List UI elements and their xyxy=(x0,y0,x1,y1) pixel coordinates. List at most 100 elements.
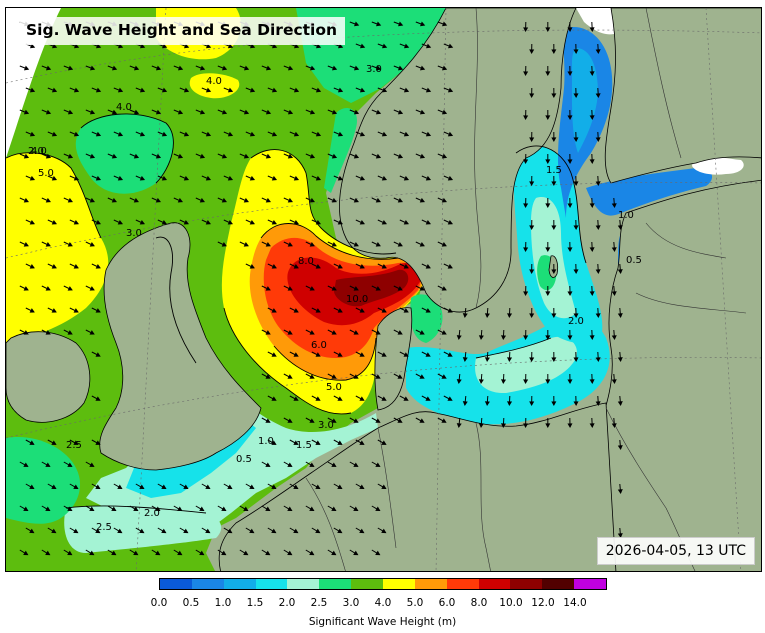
direction-arrow-head xyxy=(567,335,573,341)
direction-arrow-head xyxy=(403,264,409,269)
direction-arrow-head xyxy=(551,181,557,187)
direction-arrow-head xyxy=(293,352,299,357)
direction-arrow-head xyxy=(45,241,51,247)
direction-arrow-head xyxy=(425,87,432,93)
contour-label: 5.0 xyxy=(326,382,342,393)
direction-arrow-head xyxy=(545,335,551,341)
direction-arrow-head xyxy=(73,308,79,313)
contour-label: 3.0 xyxy=(318,420,334,431)
direction-arrow-head xyxy=(89,286,95,291)
direction-arrow-head xyxy=(595,357,601,363)
direction-arrow-head xyxy=(23,65,30,71)
direction-arrow-head xyxy=(309,550,315,556)
direction-arrow-head xyxy=(595,401,601,407)
direction-arrow-head xyxy=(287,109,294,115)
contour-label: 0.5 xyxy=(626,255,642,266)
direction-arrow-head xyxy=(51,308,57,313)
direction-arrow-head xyxy=(529,93,535,99)
direction-arrow-head xyxy=(441,418,447,423)
contour-label-group: 2.0 3.0 4.0 5.0 6.0 8.0 10.0 4.0 5.0 3.0… xyxy=(28,64,642,533)
direction-arrow-head xyxy=(589,115,595,121)
direction-arrow-head xyxy=(359,308,365,313)
direction-arrow-head xyxy=(271,87,278,93)
sea-lightgreen-norway xyxy=(324,108,357,193)
direction-arrow-head xyxy=(249,87,256,93)
sea-lightgreen-channel xyxy=(64,505,222,553)
direction-arrow-head xyxy=(529,181,535,187)
direction-arrow-head xyxy=(381,352,387,357)
direction-arrow-head xyxy=(271,484,277,489)
direction-arrow-head xyxy=(73,528,79,534)
direction-arrow-head xyxy=(111,153,118,159)
direction-arrow-head xyxy=(331,462,337,467)
direction-arrow-head xyxy=(161,175,168,181)
direction-arrow-head xyxy=(523,27,529,33)
direction-arrow-head xyxy=(545,27,551,33)
direction-arrow-head xyxy=(205,131,212,137)
direction-arrow-head xyxy=(265,286,271,291)
direction-arrow-head xyxy=(425,175,432,181)
direction-arrow-head xyxy=(23,197,29,203)
direction-arrow-head xyxy=(51,528,57,534)
direction-arrow-head xyxy=(155,153,162,159)
direction-arrow-head xyxy=(51,131,58,137)
direction-arrow-head xyxy=(73,43,80,49)
sea-green-sw xyxy=(6,437,81,524)
direction-arrow-head xyxy=(205,87,212,93)
direction-arrow-head xyxy=(551,269,557,275)
direction-arrow-head xyxy=(161,528,167,534)
direction-arrow-head xyxy=(315,440,321,445)
direction-arrow-head xyxy=(73,131,80,137)
direction-arrow-head xyxy=(375,506,381,512)
direction-arrow-head xyxy=(287,241,293,247)
direction-arrow-head xyxy=(51,87,58,93)
direction-arrow-head xyxy=(287,286,293,291)
direction-arrow-head xyxy=(155,197,161,203)
direction-arrow-head xyxy=(243,197,249,203)
direction-arrow-head xyxy=(573,225,579,231)
direction-arrow-head xyxy=(23,241,29,247)
direction-arrow-head xyxy=(133,550,139,556)
direction-arrow-head xyxy=(425,308,431,313)
direction-arrow-head xyxy=(45,506,51,512)
direction-arrow-head xyxy=(353,286,359,291)
direction-arrow-head xyxy=(545,115,551,121)
direction-arrow-head xyxy=(205,175,212,181)
direction-arrow-head xyxy=(265,65,272,71)
land-ireland xyxy=(6,331,91,423)
direction-arrow-head xyxy=(293,528,299,534)
direction-arrow-head xyxy=(293,440,299,445)
direction-arrow-head xyxy=(551,49,557,55)
direction-arrow-head xyxy=(249,131,256,137)
direction-arrow-head xyxy=(545,379,551,385)
direction-arrow-head xyxy=(95,87,102,93)
direction-arrow-head xyxy=(73,87,80,93)
direction-arrow-head xyxy=(29,308,35,313)
direction-arrow-head xyxy=(353,153,360,159)
direction-arrow-head xyxy=(221,65,228,71)
direction-arrow-head xyxy=(265,109,272,115)
direction-arrow-head xyxy=(309,109,316,115)
direction-arrow-head xyxy=(500,423,507,429)
direction-arrow-head xyxy=(177,109,184,115)
direction-arrow-head xyxy=(403,87,410,93)
direction-arrow-head xyxy=(441,109,448,115)
direction-arrow-head xyxy=(95,43,102,49)
direction-arrow-head xyxy=(331,550,337,556)
direction-arrow-head xyxy=(353,550,359,556)
direction-arrow-head xyxy=(462,401,468,406)
direction-arrow-head xyxy=(403,396,409,401)
sea-gulf-finland xyxy=(586,167,713,216)
direction-arrow-head xyxy=(67,550,73,556)
direction-arrow-head xyxy=(221,197,227,203)
direction-arrow-head xyxy=(161,219,167,225)
direction-arrow-head xyxy=(456,423,462,428)
direction-arrow-head xyxy=(95,264,101,269)
direction-arrow-head xyxy=(425,352,431,357)
direction-arrow-head xyxy=(447,396,453,401)
direction-arrow-head xyxy=(353,241,359,247)
direction-arrow-head xyxy=(221,153,228,159)
direction-arrow-head xyxy=(265,462,271,467)
direction-arrow-head xyxy=(67,330,73,335)
direction-arrow-head xyxy=(29,219,35,225)
